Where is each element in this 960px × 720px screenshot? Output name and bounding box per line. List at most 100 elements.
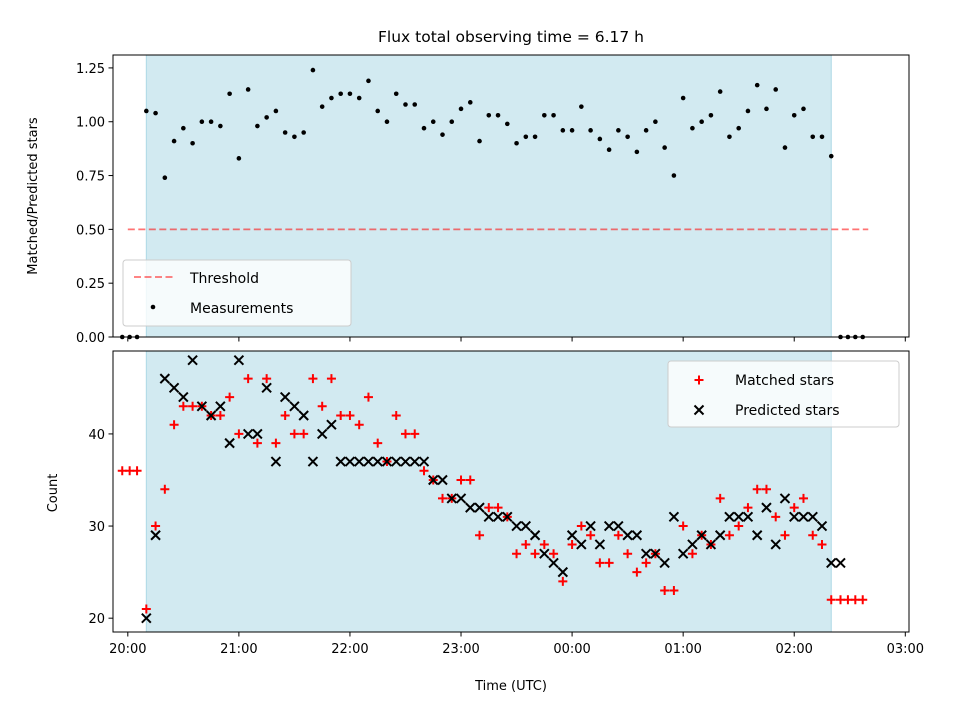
matched-star-point bbox=[512, 549, 522, 559]
matched-star-point bbox=[169, 420, 179, 430]
measurement-point bbox=[255, 123, 260, 129]
predicted-star-point bbox=[631, 530, 643, 541]
matched-star-point bbox=[178, 401, 188, 411]
measurement-point bbox=[708, 112, 714, 118]
matched-star-point bbox=[789, 503, 799, 513]
predicted-star-point bbox=[168, 382, 180, 394]
measurement-point bbox=[634, 149, 640, 155]
predicted-star-point bbox=[770, 539, 781, 550]
predicted-star-point bbox=[261, 382, 272, 394]
predicted-star-point bbox=[557, 566, 569, 578]
measurement-point bbox=[680, 95, 686, 101]
measurement-point bbox=[560, 128, 566, 133]
matched-star-point bbox=[354, 420, 364, 430]
measurement-point bbox=[828, 153, 834, 159]
measurement-point bbox=[736, 125, 741, 131]
predicted-star-point bbox=[650, 548, 661, 559]
matched-star-point bbox=[299, 429, 309, 439]
matched-star-point bbox=[215, 410, 225, 420]
top-legend: Threshold Measurements bbox=[122, 259, 352, 327]
predicted-star-point bbox=[150, 530, 161, 541]
legend-measurements-label: Measurements bbox=[190, 301, 293, 317]
matched-star-point bbox=[558, 576, 568, 586]
predicted-star-point bbox=[391, 456, 402, 467]
matched-star-point bbox=[678, 521, 688, 531]
legend-predicted-label: Predicted stars bbox=[735, 403, 840, 419]
predicted-star-point bbox=[585, 520, 596, 532]
matched-star-point bbox=[234, 429, 244, 439]
predicted-star-point bbox=[409, 456, 420, 467]
measurement-point bbox=[467, 100, 473, 105]
measurement-point bbox=[717, 89, 723, 94]
predicted-star-point bbox=[511, 520, 522, 532]
measurement-point bbox=[264, 115, 269, 120]
measurement-point bbox=[449, 119, 455, 125]
matched-star-point bbox=[326, 374, 336, 384]
matched-star-point bbox=[687, 549, 697, 559]
matched-star-point bbox=[539, 539, 549, 549]
predicted-star-point bbox=[242, 428, 254, 440]
measurement-point bbox=[208, 119, 214, 125]
legend-threshold-label: Threshold bbox=[189, 271, 259, 287]
predicted-star-point bbox=[566, 530, 578, 541]
matched-star-point bbox=[308, 374, 318, 384]
matched-star-point bbox=[419, 466, 429, 476]
measurement-point bbox=[625, 134, 630, 140]
predicted-star-point bbox=[677, 548, 689, 559]
measurement-point bbox=[477, 138, 482, 144]
predicted-star-point bbox=[289, 401, 300, 412]
measurement-point bbox=[384, 119, 390, 125]
predicted-star-point bbox=[640, 548, 652, 559]
matched-star-point bbox=[252, 438, 262, 448]
measurement-point bbox=[292, 134, 297, 140]
predicted-star-point bbox=[816, 520, 828, 532]
measurement-point bbox=[727, 134, 732, 140]
measurement-point bbox=[245, 87, 251, 92]
measurement-point bbox=[236, 156, 242, 161]
predicted-star-point bbox=[372, 456, 383, 467]
matched-star-point bbox=[623, 549, 633, 559]
matched-star-point bbox=[826, 595, 836, 605]
legend-matched-label: Matched stars bbox=[735, 373, 834, 389]
predicted-star-point bbox=[159, 373, 171, 384]
measurement-point bbox=[810, 134, 816, 140]
matched-star-point bbox=[641, 558, 651, 568]
predicted-star-point bbox=[714, 530, 726, 541]
measurement-point bbox=[551, 112, 556, 118]
matched-star-point bbox=[400, 429, 410, 439]
matched-star-point bbox=[761, 484, 771, 494]
measurement-point bbox=[542, 112, 547, 118]
matched-star-point bbox=[391, 410, 401, 420]
measurement-point bbox=[310, 67, 316, 73]
predicted-star-point bbox=[733, 511, 744, 523]
matched-star-point bbox=[438, 493, 448, 503]
legend-matched-swatch bbox=[694, 375, 704, 385]
matched-star-point bbox=[808, 530, 818, 540]
predicted-star-point bbox=[446, 493, 457, 504]
chart-title: Flux total observing time = 6.17 h bbox=[378, 28, 644, 46]
top-y-tick-label: 1.00 bbox=[76, 116, 105, 131]
matched-star-point bbox=[345, 410, 355, 420]
measurement-point bbox=[523, 134, 529, 140]
measurement-point bbox=[375, 108, 381, 114]
measurement-point bbox=[319, 104, 325, 109]
predicted-star-point bbox=[307, 456, 319, 467]
measurement-point bbox=[690, 125, 695, 131]
legend-measurements-swatch bbox=[150, 304, 156, 310]
matched-star-point bbox=[465, 475, 475, 485]
matched-star-point bbox=[771, 512, 781, 522]
matched-star-point bbox=[586, 530, 596, 540]
bottom-legend-box bbox=[667, 360, 900, 428]
matched-star-point bbox=[243, 374, 253, 384]
matched-star-point bbox=[752, 484, 762, 494]
predicted-star-point bbox=[233, 355, 245, 366]
measurement-point bbox=[782, 145, 788, 150]
matched-star-point bbox=[817, 539, 827, 549]
matched-star-point bbox=[484, 503, 494, 513]
measurement-point bbox=[671, 173, 677, 178]
predicted-star-point bbox=[594, 539, 606, 550]
measurement-point bbox=[514, 140, 519, 146]
bottom-y-tick-label: 40 bbox=[88, 428, 105, 443]
measurement-point bbox=[347, 91, 353, 97]
measurement-point bbox=[458, 106, 464, 112]
